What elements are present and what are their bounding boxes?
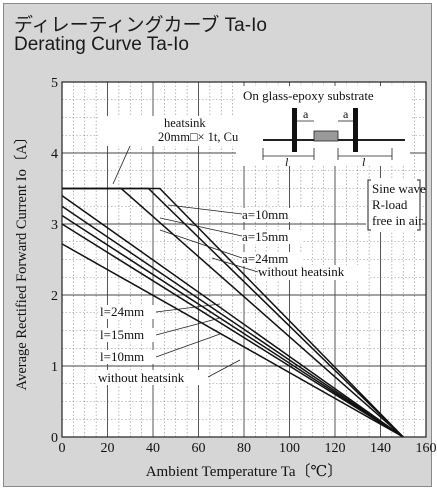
inset-title: On glass-epoxy substrate — [243, 88, 374, 103]
leader-a15 — [159, 217, 243, 237]
series-line-3 — [62, 187, 404, 438]
series-line-5 — [61, 205, 404, 438]
condition-sine-wave: Sine wave — [372, 181, 426, 196]
label-a24: a=24mm — [242, 251, 288, 266]
bracket-left — [367, 179, 371, 231]
plot-frame — [61, 81, 427, 438]
label-without-heatsink-l: without heatsink — [98, 370, 185, 385]
leader-l24 — [155, 303, 221, 313]
chart-title-japanese: ディレーティングカーブ Ta-Io — [14, 15, 267, 36]
label-bg — [96, 370, 208, 385]
x-axis-label: Ambient Temperature Ta〔℃〕 — [146, 463, 343, 480]
label-bg — [240, 252, 302, 266]
label-bg — [98, 305, 156, 319]
series-line-8 — [61, 243, 404, 438]
label-without-heatsink-a: without heatsink — [258, 264, 345, 279]
label-l10: l=10mm — [100, 349, 144, 364]
x-tick-label: 160 — [416, 441, 437, 456]
y-tick-label: 4 — [51, 147, 58, 162]
series-line-4 — [61, 194, 404, 438]
label-bg — [98, 350, 156, 364]
dim-a-label-left: a — [303, 107, 309, 121]
x-tick-label: 60 — [192, 441, 206, 456]
leader-a10 — [167, 204, 243, 215]
leader-a24 — [159, 229, 243, 259]
label-l24: l=24mm — [100, 304, 144, 319]
y-tick-label: 0 — [51, 431, 58, 446]
label-bg — [240, 208, 302, 222]
y-tick-label: 1 — [51, 360, 58, 375]
bracket-right — [417, 179, 421, 231]
diode-body — [313, 130, 339, 142]
leader-heatsink — [112, 145, 131, 185]
x-tick-label: 20 — [101, 441, 115, 456]
series-line-6 — [61, 214, 404, 438]
y-tick-label: 2 — [51, 289, 58, 304]
leader-without-a — [211, 257, 259, 273]
chart-title-english: Derating Curve Ta-Io — [14, 34, 189, 55]
heatsink-note-line1: heatsink — [164, 116, 206, 130]
label-a10: a=10mm — [242, 207, 288, 222]
leader-l15 — [155, 317, 221, 336]
heatsink-left — [292, 108, 297, 152]
dim-l-label-right: l — [362, 155, 366, 169]
heatsink-note-bg — [98, 116, 238, 146]
series-group — [61, 187, 404, 438]
inset-diagram: On glass-epoxy substrate a a l l — [236, 86, 410, 169]
x-tick-label: 0 — [59, 441, 66, 456]
conditions-box: Sine wave R-load free in air — [366, 178, 426, 232]
conditions-bg — [366, 178, 422, 232]
tick-labels: 0 20 40 60 80 100 120 140 160 0 1 2 3 4 5 — [51, 76, 437, 456]
label-l15: l=15mm — [100, 327, 144, 342]
label-a15: a=15mm — [242, 229, 288, 244]
series-line-7 — [61, 223, 404, 438]
x-tick-label: 120 — [325, 441, 346, 456]
x-tick-label: 140 — [370, 441, 391, 456]
leader-lines — [112, 145, 259, 378]
condition-free-air: free in air — [372, 213, 423, 228]
x-tick-label: 80 — [237, 441, 251, 456]
x-tick-label: 40 — [146, 441, 160, 456]
y-axis-label: Average Rectified Forward Current Io〔A〕 — [13, 130, 30, 391]
condition-r-load: R-load — [372, 197, 408, 212]
inset-background — [236, 86, 410, 166]
label-bg — [240, 230, 302, 244]
heatsink-right — [353, 108, 358, 152]
label-bg — [256, 265, 368, 280]
leader-l10 — [155, 333, 221, 358]
y-tick-label: 3 — [51, 218, 58, 233]
y-tick-label: 5 — [51, 76, 58, 91]
label-bg — [98, 328, 156, 342]
heatsink-note-line2: 20mm□× 1t, Cu — [158, 130, 239, 144]
x-tick-label: 100 — [279, 441, 300, 456]
leader-without-l — [207, 359, 241, 378]
dim-a-label-right: a — [343, 107, 349, 121]
dim-l-label-left: l — [285, 155, 289, 169]
